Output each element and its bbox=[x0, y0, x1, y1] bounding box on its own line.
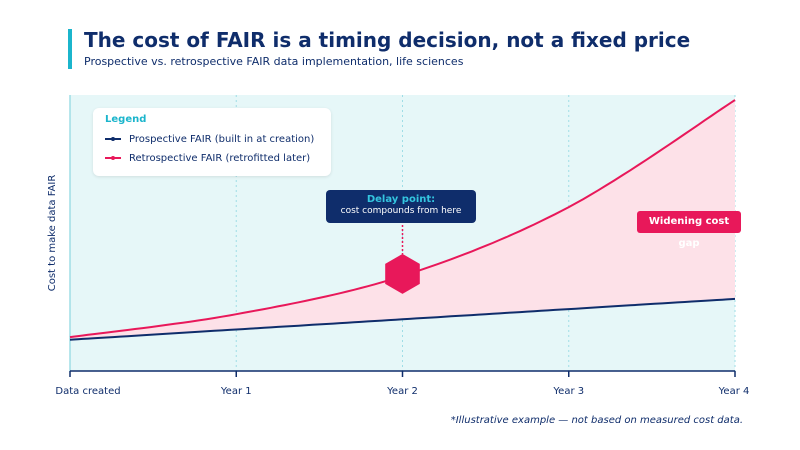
legend-label-retrospective: Retrospective FAIR (retrofitted later) bbox=[129, 152, 311, 164]
x-tick-label: Year 3 bbox=[552, 386, 584, 397]
widening-gap-label: Widening cost gap bbox=[637, 211, 741, 249]
delay-point-text: cost compounds from here bbox=[340, 206, 462, 216]
delay-point-title: Delay point: bbox=[366, 194, 436, 205]
legend: Legend Prospective FAIR (built in at cre… bbox=[93, 108, 331, 176]
chart-subtitle: Prospective vs. retrospective FAIR data … bbox=[84, 55, 464, 68]
x-tick-labels: Data created Year 1 Year 2 Year 3 Year 4 bbox=[55, 386, 749, 397]
legend-title: Legend bbox=[105, 114, 147, 125]
cost-gap-area bbox=[70, 100, 735, 340]
x-ticks bbox=[69, 371, 736, 377]
series-line-prospective bbox=[69, 297, 736, 341]
x-tick-label: Data created bbox=[55, 386, 120, 397]
x-tick-label: Year 4 bbox=[718, 386, 750, 397]
legend-label-prospective: Prospective FAIR (built in at creation) bbox=[129, 133, 315, 145]
legend-swatch-retrospective bbox=[105, 156, 121, 160]
title-accent-bar bbox=[68, 29, 72, 69]
delay-point-callout: Delay point: cost compounds from here bbox=[326, 190, 476, 223]
delay-point-hexagon-marker bbox=[385, 253, 420, 294]
x-tick-label: Year 1 bbox=[220, 386, 252, 397]
footnote: *Illustrative example — not based on mea… bbox=[450, 415, 743, 426]
legend-item-prospective: Prospective FAIR (built in at creation) bbox=[105, 132, 314, 146]
legend-swatch-prospective bbox=[105, 137, 121, 141]
x-tick-label: Year 2 bbox=[386, 386, 418, 397]
y-axis-label: Cost to make data FAIR bbox=[47, 175, 58, 292]
chart-title: The cost of FAIR is a timing decision, n… bbox=[84, 28, 691, 52]
legend-item-retrospective: Retrospective FAIR (retrofitted later) bbox=[105, 151, 310, 165]
